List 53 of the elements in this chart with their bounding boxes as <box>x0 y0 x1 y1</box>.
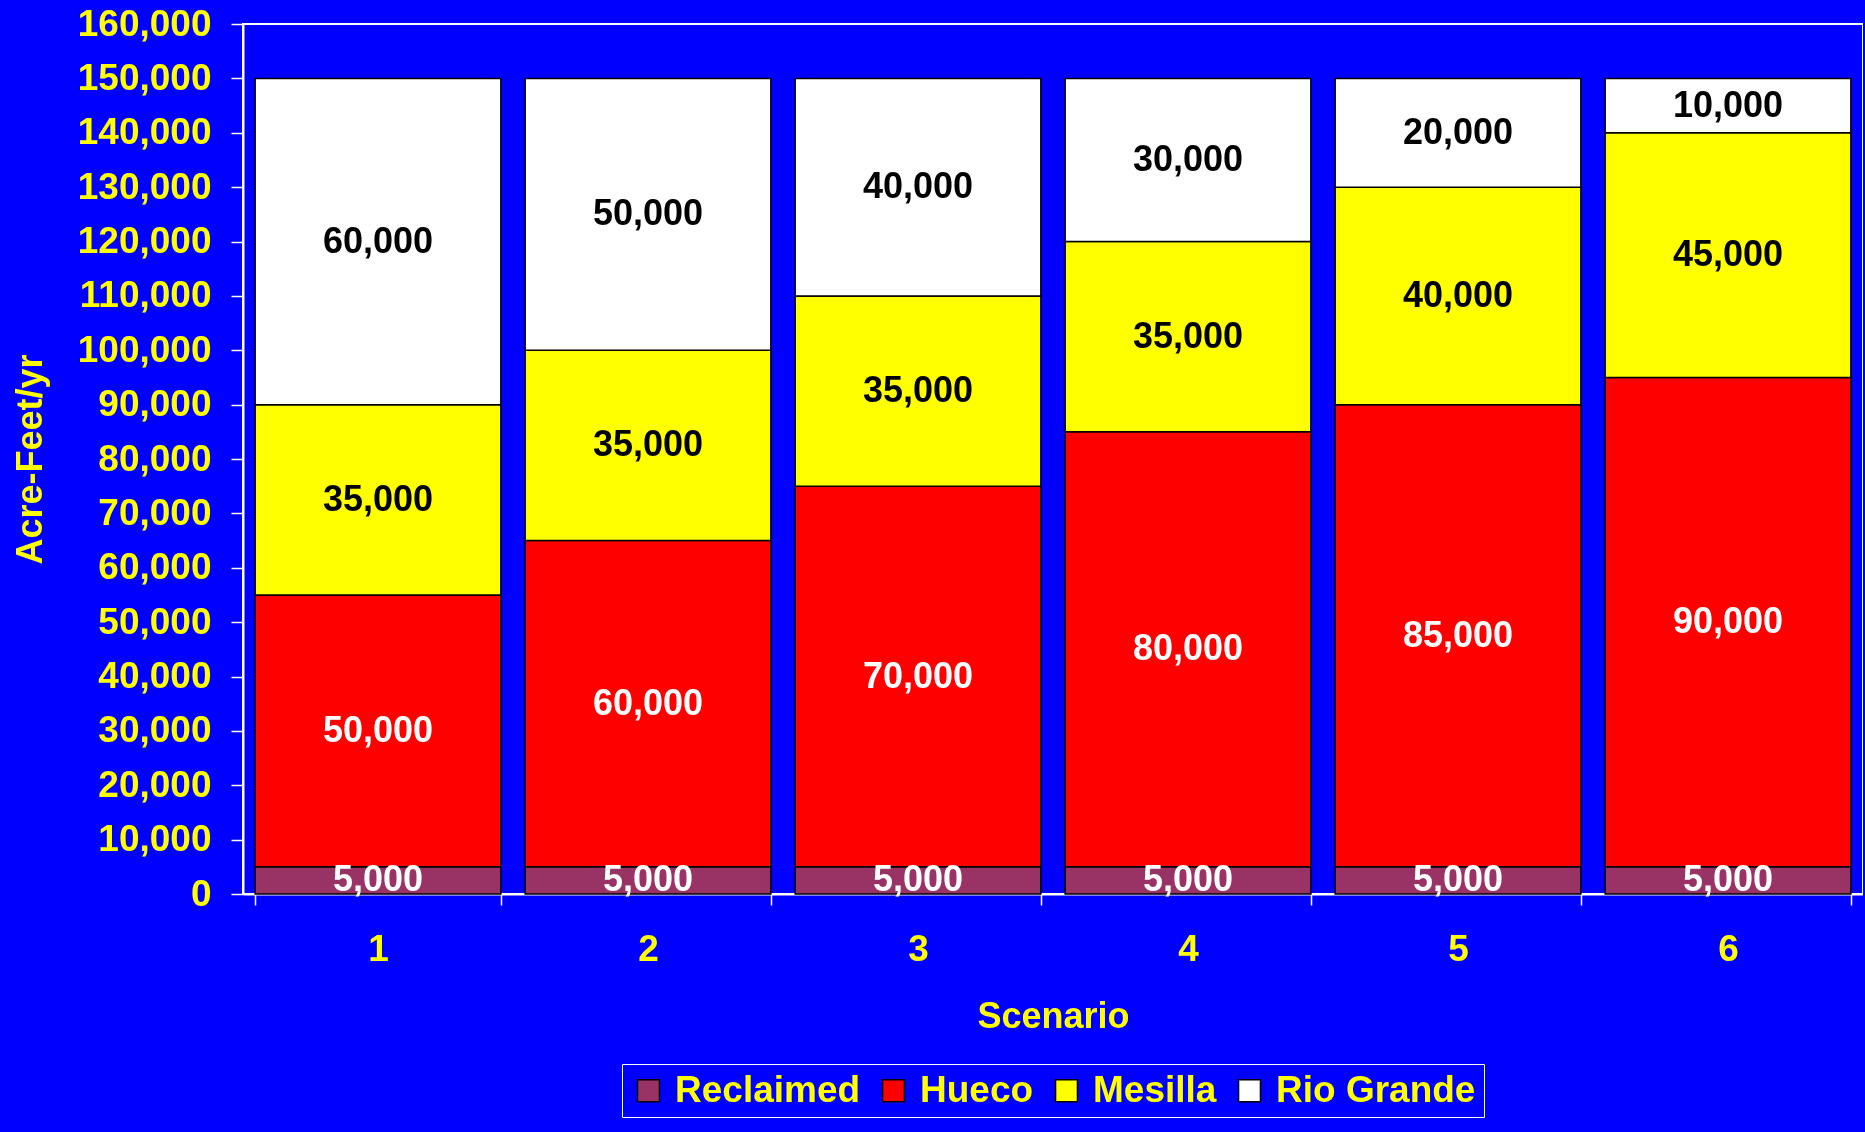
y-tick-label: 40,000 <box>98 655 212 696</box>
data-label: 5,000 <box>602 858 694 900</box>
data-label: 10,000 <box>1672 83 1784 125</box>
y-tick-label: 150,000 <box>77 56 212 98</box>
y-tick-label: 140,000 <box>77 111 212 153</box>
y-tick-label: 30,000 <box>98 709 212 751</box>
legend-label: Hueco <box>920 1068 1034 1110</box>
data-label: 35,000 <box>862 369 974 411</box>
data-label: 70,000 <box>862 654 974 696</box>
data-label: 80,000 <box>1132 627 1244 669</box>
y-axis-title: Acre-Feet/yr <box>8 354 50 565</box>
data-label: 5,000 <box>1412 858 1504 900</box>
legend-label: Reclaimed <box>675 1068 861 1110</box>
data-label: 40,000 <box>862 165 974 207</box>
legend-label: Rio Grande <box>1276 1068 1476 1110</box>
data-label: 45,000 <box>1672 233 1784 275</box>
data-label: 5,000 <box>872 858 964 900</box>
y-tick-label: 90,000 <box>98 383 212 425</box>
y-tick-label: 20,000 <box>98 763 212 805</box>
y-tick-label: 70,000 <box>98 491 212 533</box>
x-tick-label: 1 <box>368 927 389 969</box>
data-label: 60,000 <box>322 219 434 261</box>
y-tick-label: 130,000 <box>77 165 212 207</box>
y-tick-label: 60,000 <box>98 546 212 588</box>
y-tick-label: 80,000 <box>98 437 212 479</box>
x-tick-label: 4 <box>1178 927 1200 969</box>
data-label: 50,000 <box>322 708 434 750</box>
data-label: 5,000 <box>332 858 424 900</box>
data-label: 35,000 <box>592 423 704 465</box>
y-tick-label: 50,000 <box>98 600 212 642</box>
x-tick-label: 5 <box>1448 927 1469 969</box>
data-label: 60,000 <box>592 681 704 723</box>
x-tick-label: 6 <box>1718 927 1739 969</box>
data-label: 90,000 <box>1672 600 1784 642</box>
data-label: 35,000 <box>322 477 434 519</box>
data-label: 50,000 <box>592 192 704 234</box>
data-label: 85,000 <box>1402 613 1514 655</box>
data-label: 20,000 <box>1402 110 1514 152</box>
x-tick-label: 2 <box>638 927 659 969</box>
y-tick-label: 110,000 <box>79 274 212 316</box>
x-tick-label: 3 <box>908 927 929 969</box>
y-tick-label: 160,000 <box>77 2 212 44</box>
y-tick-label: 0 <box>190 872 212 914</box>
data-label: 5,000 <box>1682 858 1774 900</box>
legend-label: Mesilla <box>1093 1068 1217 1110</box>
x-axis-title: Scenario <box>977 994 1130 1036</box>
data-label: 40,000 <box>1402 273 1514 315</box>
data-label: 30,000 <box>1132 137 1244 179</box>
y-tick-label: 100,000 <box>77 328 212 370</box>
y-tick-label: 120,000 <box>77 220 212 261</box>
data-label: 5,000 <box>1142 858 1234 900</box>
data-label: 35,000 <box>1132 314 1244 356</box>
y-tick-label: 10,000 <box>98 818 212 860</box>
